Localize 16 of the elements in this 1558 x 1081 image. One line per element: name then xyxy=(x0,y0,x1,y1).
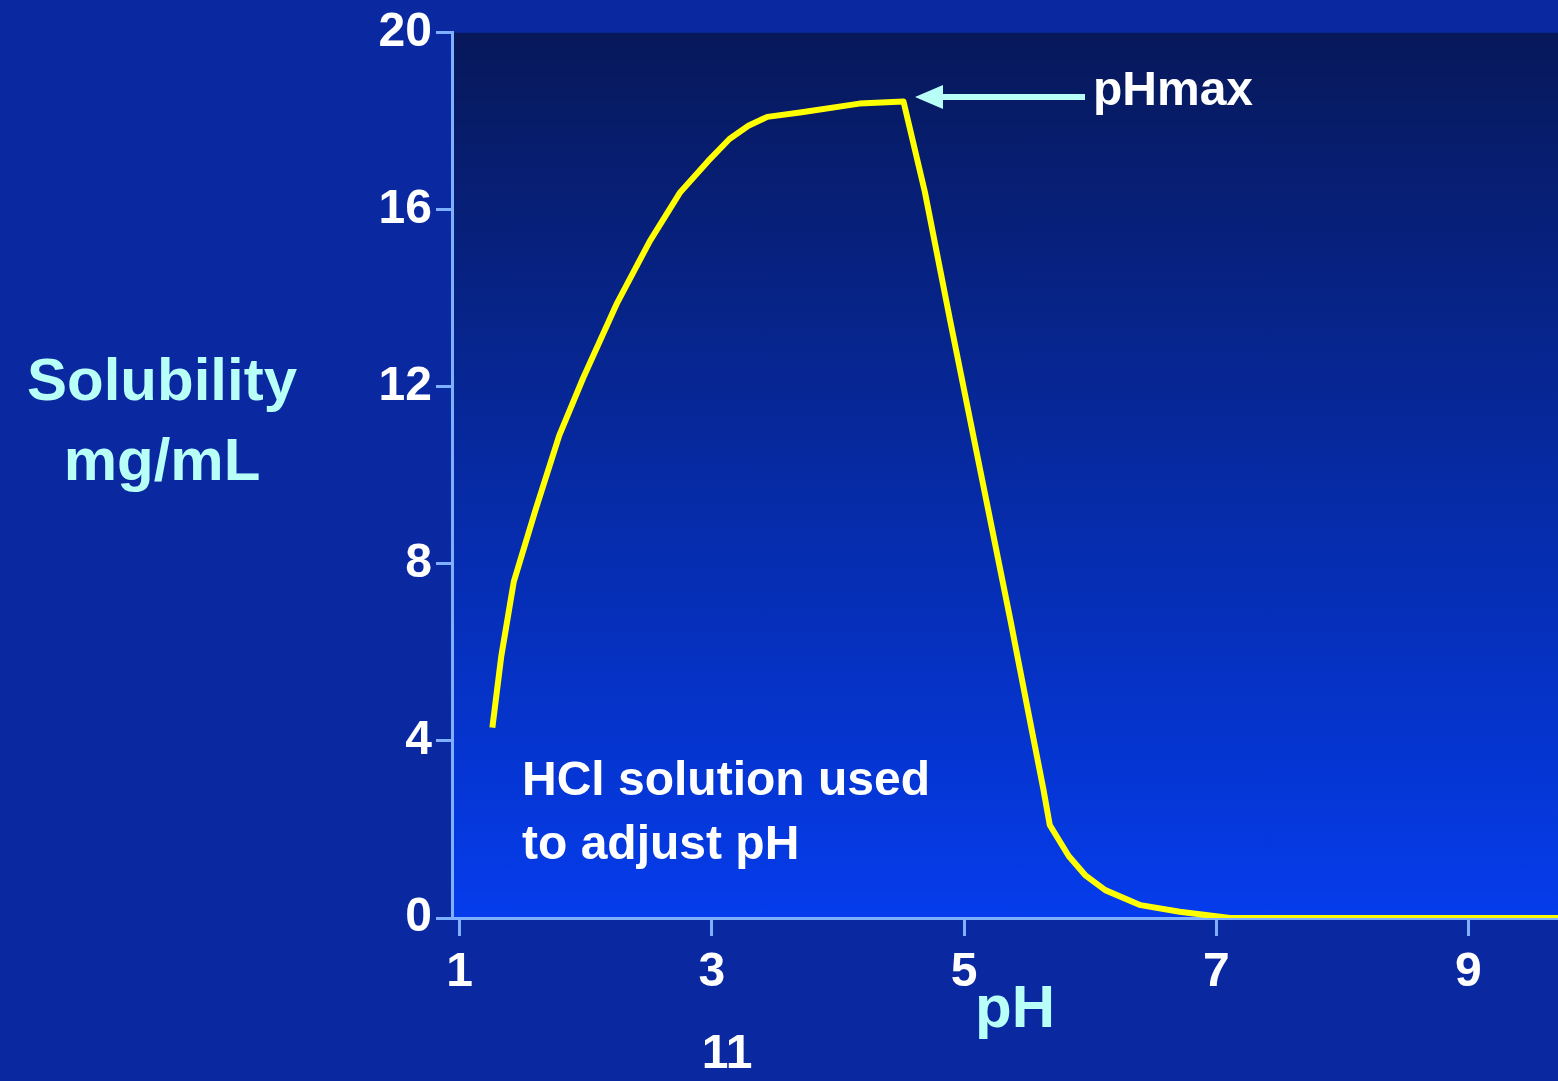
y-tick-label: 4 xyxy=(405,711,433,765)
x-axis-title: pH xyxy=(975,972,1055,1040)
x-tick-label: 3 xyxy=(698,943,726,997)
y-tick-label: 12 xyxy=(378,357,432,411)
x-tick-label: 7 xyxy=(1202,943,1230,997)
y-tick-label: 0 xyxy=(405,888,432,942)
text: 11 xyxy=(701,1025,753,1079)
y-axis-title: Solubility mg/mL xyxy=(27,345,298,493)
x-tick-label: 5 xyxy=(950,943,978,997)
y-tick-label: 20 xyxy=(378,3,432,57)
annotation: HCl solution used to adjust pH xyxy=(522,752,930,870)
y-tick-label: 16 xyxy=(378,180,432,234)
x-tick-label: 1 xyxy=(446,943,473,997)
y-tick-label: 8 xyxy=(405,534,432,588)
annotation: pHmax xyxy=(1093,62,1254,116)
x-tick-label: 9 xyxy=(1455,943,1482,997)
